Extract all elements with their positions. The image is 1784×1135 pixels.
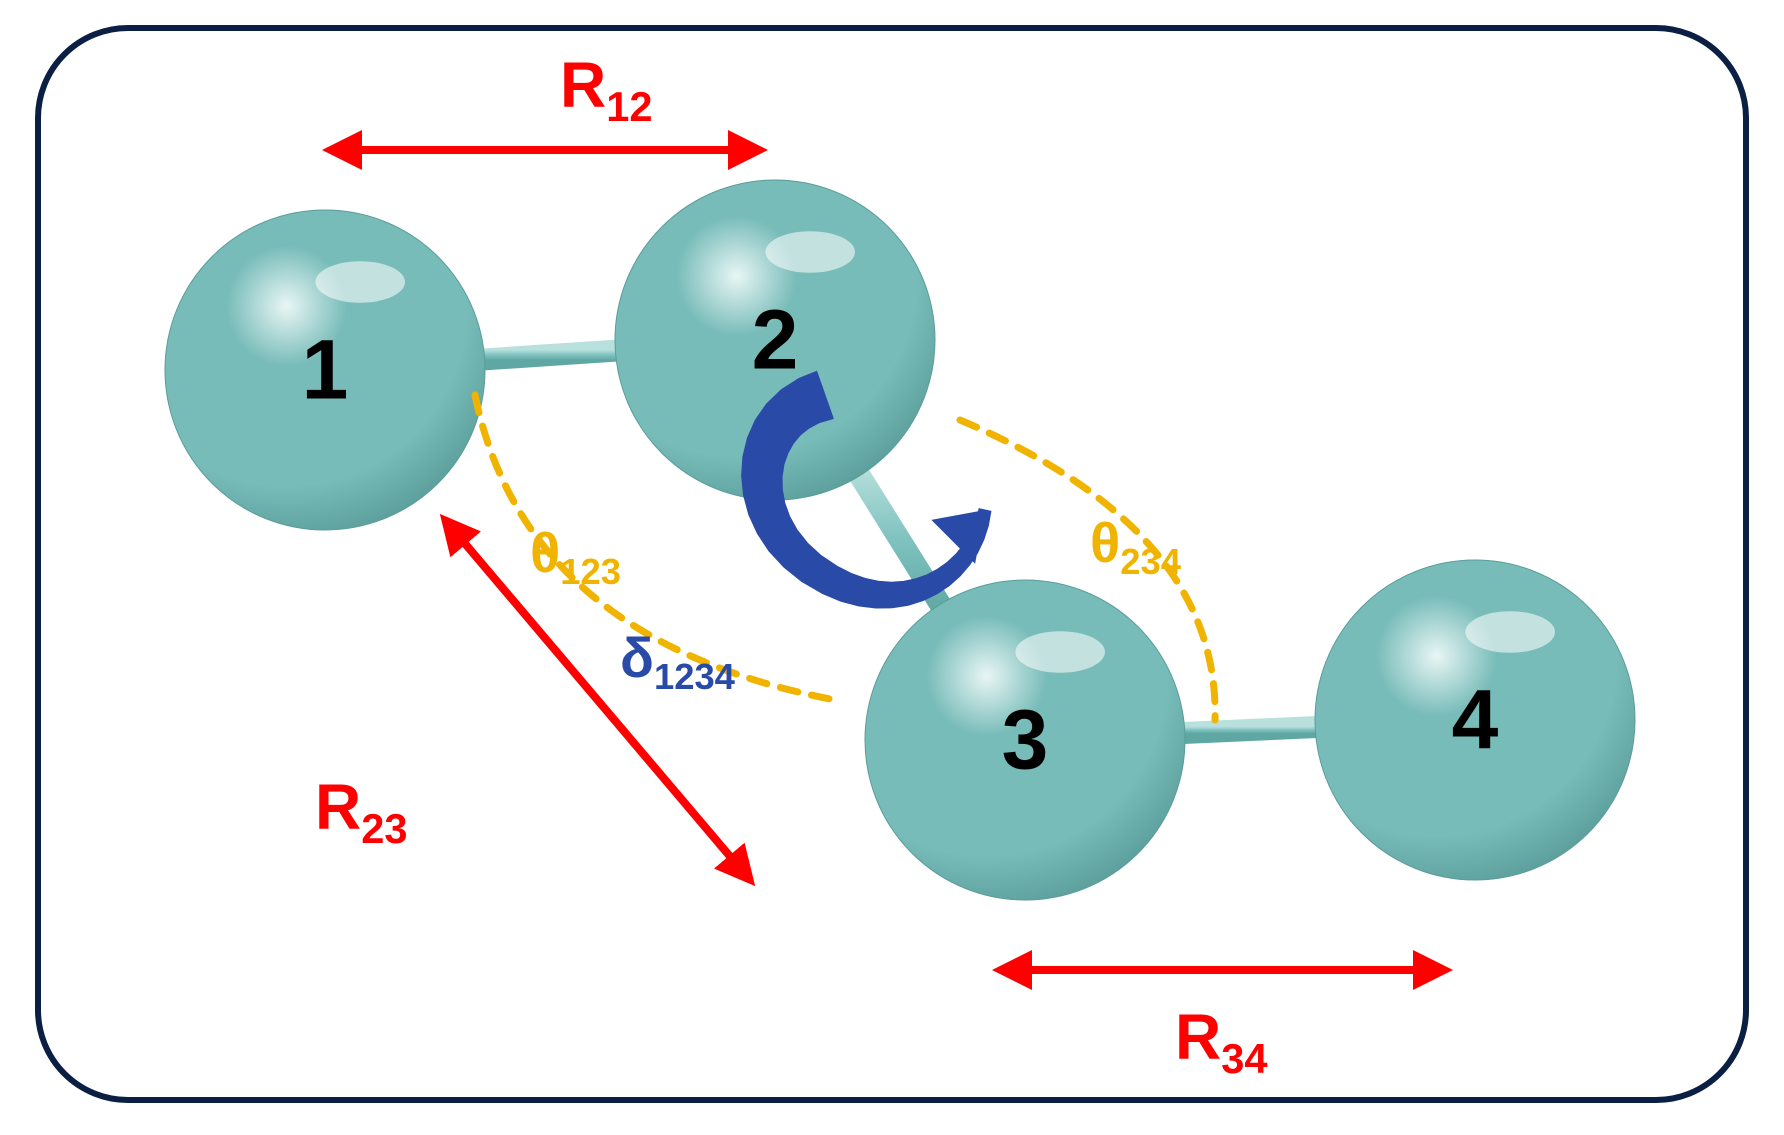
dihedral-label: δ1234: [620, 625, 735, 698]
distance-label-R34: R34: [1175, 1000, 1267, 1083]
diagram-stage: 1 2 3 4 R12 R23 R34 θ123 θ234 δ1234: [0, 0, 1784, 1135]
atom-label-2: 2: [752, 292, 799, 389]
angle-label-theta123: θ123: [530, 520, 621, 593]
bond-3-4: [1172, 727, 1328, 734]
atom-label-3: 3: [1002, 692, 1049, 789]
bond-1-2: [472, 350, 628, 360]
distance-label-R12: R12: [560, 48, 652, 131]
diagram-svg: [0, 0, 1784, 1135]
atom-label-1: 1: [302, 322, 349, 419]
angle-label-theta234: θ234: [1090, 510, 1181, 583]
atom-label-4: 4: [1452, 672, 1499, 769]
distance-label-R23: R23: [315, 770, 407, 853]
